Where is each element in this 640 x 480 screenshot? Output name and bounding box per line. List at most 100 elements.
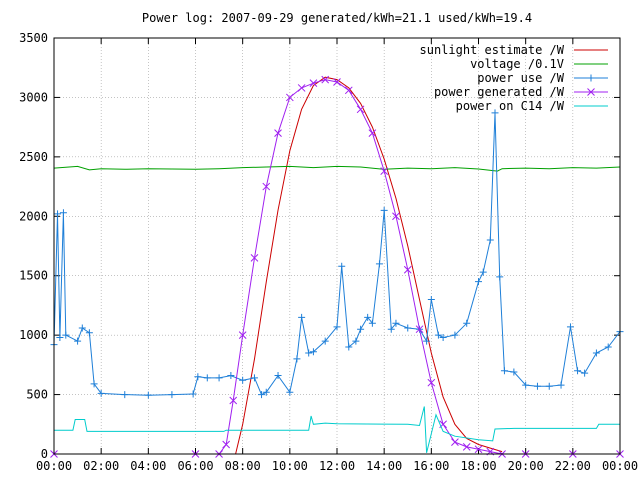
legend-item: power use /W bbox=[477, 71, 608, 85]
data-point bbox=[510, 368, 518, 376]
x-tick-label: 18:00 bbox=[460, 459, 496, 473]
data-point bbox=[403, 265, 412, 274]
data-point bbox=[557, 381, 565, 389]
data-point bbox=[293, 355, 301, 363]
plot-frame bbox=[53, 37, 621, 455]
legend-item: voltage /0.1V bbox=[470, 57, 608, 71]
data-point bbox=[274, 129, 282, 137]
series-power-on-c14-w bbox=[54, 406, 620, 453]
data-point bbox=[333, 323, 341, 331]
data-point bbox=[451, 438, 459, 446]
series-power-use-w bbox=[50, 109, 624, 399]
x-tick-label: 06:00 bbox=[177, 459, 213, 473]
data-point bbox=[274, 372, 282, 380]
data-point bbox=[496, 273, 504, 281]
data-point bbox=[215, 374, 223, 382]
data-point bbox=[427, 378, 436, 387]
x-tick-label: 14:00 bbox=[366, 459, 402, 473]
data-point bbox=[250, 254, 259, 262]
data-point bbox=[338, 262, 346, 270]
series-voltage-0-1v bbox=[53, 165, 621, 172]
data-point bbox=[286, 388, 294, 396]
data-point bbox=[62, 331, 70, 339]
data-point bbox=[333, 78, 341, 86]
data-point bbox=[491, 109, 499, 117]
data-point bbox=[309, 348, 317, 356]
x-tick-label: 08:00 bbox=[225, 459, 261, 473]
data-point bbox=[463, 319, 471, 327]
data-point bbox=[380, 206, 388, 214]
series-line bbox=[53, 165, 621, 172]
data-point bbox=[434, 331, 442, 339]
data-point bbox=[604, 343, 612, 351]
data-point bbox=[380, 167, 389, 175]
data-point bbox=[392, 319, 400, 327]
data-point bbox=[239, 376, 247, 384]
data-point bbox=[229, 396, 238, 405]
grid bbox=[54, 38, 620, 454]
data-point bbox=[258, 391, 266, 399]
data-point bbox=[194, 373, 202, 381]
data-point bbox=[297, 84, 306, 92]
data-point bbox=[387, 325, 395, 333]
x-tick-label: 04:00 bbox=[130, 459, 166, 473]
data-point bbox=[592, 349, 600, 357]
data-point bbox=[475, 278, 482, 286]
y-tick-label: 1000 bbox=[19, 328, 48, 342]
data-point bbox=[368, 129, 377, 137]
data-point bbox=[54, 210, 62, 218]
legend-label: voltage /0.1V bbox=[470, 57, 564, 71]
data-point bbox=[581, 369, 589, 377]
x-tick-label: 10:00 bbox=[272, 459, 308, 473]
data-point bbox=[474, 445, 483, 454]
data-point bbox=[321, 75, 330, 84]
data-point bbox=[227, 372, 235, 380]
legend-item: sunlight estimate /W bbox=[420, 43, 608, 57]
x-tick-label: 02:00 bbox=[83, 459, 119, 473]
data-point bbox=[587, 74, 595, 82]
series-line bbox=[235, 76, 503, 455]
data-point bbox=[500, 367, 508, 375]
y-tick-label: 3500 bbox=[19, 31, 48, 45]
data-point bbox=[587, 88, 595, 96]
y-tick-label: 0 bbox=[41, 447, 48, 461]
x-tick-label: 16:00 bbox=[413, 459, 449, 473]
data-point bbox=[356, 105, 365, 114]
data-point bbox=[439, 334, 447, 342]
series-layer bbox=[50, 75, 624, 458]
data-point bbox=[238, 331, 247, 339]
x-tick-label: 22:00 bbox=[555, 459, 591, 473]
data-point bbox=[357, 325, 365, 333]
data-point bbox=[121, 391, 129, 399]
data-point bbox=[352, 337, 360, 345]
data-point bbox=[97, 389, 105, 397]
data-point bbox=[344, 86, 353, 95]
legend-item: power generated /W bbox=[434, 85, 608, 99]
data-point bbox=[479, 268, 487, 276]
x-tick-label: 00:00 bbox=[36, 459, 72, 473]
data-point bbox=[462, 443, 471, 451]
y-tick-label: 500 bbox=[26, 388, 48, 402]
data-point bbox=[222, 440, 231, 449]
legend-item: power on C14 /W bbox=[456, 99, 608, 113]
y-tick-label: 2500 bbox=[19, 150, 48, 164]
legend-label: power use /W bbox=[477, 71, 564, 85]
data-point bbox=[415, 325, 424, 334]
data-point bbox=[189, 390, 197, 398]
data-point bbox=[168, 391, 176, 399]
series-line bbox=[54, 406, 620, 453]
data-point bbox=[427, 295, 435, 303]
legend-label: power on C14 /W bbox=[456, 99, 565, 113]
data-point bbox=[85, 329, 93, 337]
data-point bbox=[375, 260, 383, 268]
data-point bbox=[262, 182, 271, 191]
y-tick-label: 1500 bbox=[19, 269, 48, 283]
data-point bbox=[423, 337, 431, 345]
legend-label: sunlight estimate /W bbox=[420, 43, 565, 57]
y-tick-label: 2000 bbox=[19, 209, 48, 223]
data-point bbox=[203, 374, 211, 382]
data-point bbox=[574, 367, 582, 375]
x-tick-label: 20:00 bbox=[508, 459, 544, 473]
